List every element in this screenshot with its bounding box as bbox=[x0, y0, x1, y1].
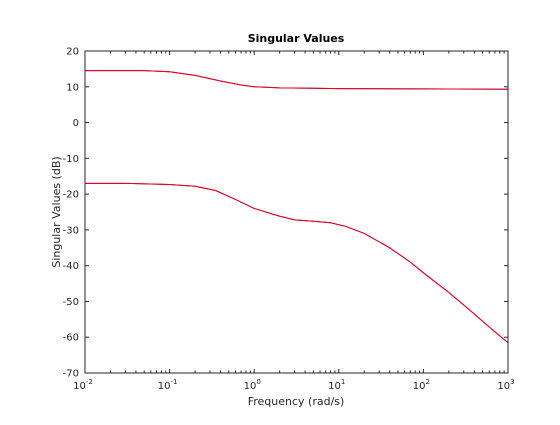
y-tick-label: -20 bbox=[63, 190, 79, 201]
y-tick-label: 10 bbox=[66, 82, 79, 93]
y-tick-label: -30 bbox=[63, 225, 79, 236]
y-tick-label: -70 bbox=[63, 369, 79, 380]
x-tick-label: 10-1 bbox=[158, 378, 178, 392]
x-tick-label: 101 bbox=[328, 378, 345, 392]
x-tick-label: 102 bbox=[413, 378, 430, 392]
chart-title: Singular Values bbox=[248, 32, 345, 45]
x-tick-label: 10-2 bbox=[73, 378, 93, 392]
x-tick-label: 100 bbox=[244, 378, 261, 392]
x-tick-label: 103 bbox=[497, 378, 514, 392]
series-layer bbox=[85, 70, 509, 343]
series-line-4 bbox=[85, 182, 509, 343]
x-axis-label: Frequency (rad/s) bbox=[248, 395, 345, 408]
y-tick-label: 20 bbox=[66, 47, 79, 58]
series-line-2 bbox=[85, 70, 509, 90]
y-axis-label: Singular Values (dB) bbox=[50, 156, 63, 267]
y-tick-label: -50 bbox=[63, 297, 79, 308]
y-tick-label: -40 bbox=[63, 261, 79, 272]
plot-area bbox=[85, 51, 508, 373]
y-tick-label: -60 bbox=[63, 333, 79, 344]
y-tick-label: 0 bbox=[73, 118, 79, 129]
y-tick-label: -10 bbox=[63, 154, 79, 165]
axes-box bbox=[84, 50, 509, 374]
